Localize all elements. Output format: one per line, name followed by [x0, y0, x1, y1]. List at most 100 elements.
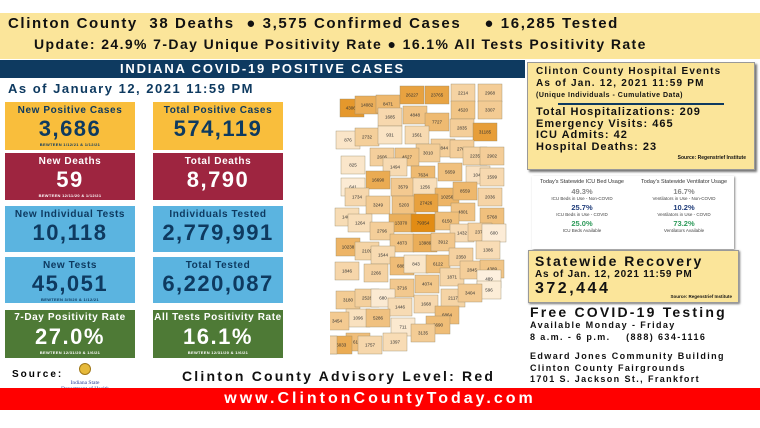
county-case-count: 6150	[442, 219, 453, 224]
county-case-count: 1096	[353, 316, 364, 321]
banner-line-1: Clinton County 38 Deaths ● 3,575 Confirm…	[8, 15, 619, 32]
county: 1397	[382, 332, 408, 352]
county-case-count: 31185	[479, 130, 492, 135]
county-case-count: 3454	[332, 319, 343, 324]
tile-title: New Tests	[42, 260, 98, 271]
county-case-count: 3716	[397, 286, 408, 291]
stat-tile: New Tests 45,051 BEWTEEN 3/5/20 & 1/12/21	[5, 257, 135, 303]
tile-date-range: BEWTEEN 3/5/20 & 1/12/21	[41, 297, 99, 302]
county-case-count: 876	[344, 138, 352, 143]
county-case-count: 2350	[456, 255, 467, 260]
county-case-count: 1446	[395, 305, 406, 310]
county-case-count: 7727	[432, 120, 443, 125]
county-case-count: 1397	[390, 340, 401, 345]
tile-date-range: BEWTEEN 12/31/20 & 1/6/21	[187, 350, 249, 355]
stat-tile: New Positive Cases 3,686 BEWTEEN 1/12/21 &…	[5, 102, 135, 150]
county-case-count: 2235	[470, 154, 481, 159]
county-case-count: 5286	[373, 316, 384, 321]
county-shape	[382, 332, 408, 352]
county: 8559	[452, 181, 478, 201]
county-case-count: 1494	[390, 165, 401, 170]
hospital-stat: Hospital Deaths: 23	[536, 140, 658, 153]
recovery-as-of: As of Jan. 12, 2021 11:59 PM	[535, 269, 693, 280]
source-label: Source:	[12, 369, 64, 380]
testing-title: Free COVID-19 Testing	[530, 304, 727, 320]
county-case-count: 3010	[423, 151, 434, 156]
county: 23765	[424, 85, 450, 105]
county-case-count: 3135	[418, 331, 429, 336]
tile-value: 574,119	[173, 116, 263, 141]
hospital-title: Clinton County Hospital Events	[536, 66, 722, 77]
tile-date-range: BEWTEEN 12/11/20 & 1/12/21	[38, 193, 102, 198]
county: 1734	[344, 187, 370, 207]
county-case-count: 4848	[410, 113, 421, 118]
tile-value: 8,790	[186, 167, 250, 192]
county-case-count: 2606	[377, 155, 388, 160]
county: 3249	[365, 195, 391, 215]
county: 27426	[413, 193, 439, 213]
county-case-count: 6122	[433, 262, 444, 267]
county: 3454	[330, 311, 350, 331]
testing-location: Edward Jones Community Building	[530, 351, 725, 361]
stat-tile: All Tests Positivity Rate 16.1% BEWTEEN 12…	[153, 310, 283, 358]
county-case-count: 680	[379, 296, 387, 301]
usage-label: Ventilators in Use - COVID	[657, 212, 711, 217]
county-case-count: 1264	[355, 221, 366, 226]
tile-value: 10,118	[32, 220, 108, 245]
county-case-count: 10238	[342, 245, 355, 250]
county-case-count: 10256	[441, 195, 454, 200]
tile-value: 6,220,087	[162, 271, 274, 296]
county-shape	[477, 100, 503, 120]
county-case-count: 1599	[487, 175, 498, 180]
county: 4520	[450, 100, 476, 120]
recovery-title: Statewide Recovery	[535, 253, 704, 269]
county-case-count: 26227	[406, 93, 419, 98]
county: 1446	[387, 297, 413, 317]
county-case-count: 79354	[417, 221, 430, 226]
county: 3404	[457, 283, 483, 303]
county: 600	[481, 223, 507, 243]
tile-title: Total Tested	[185, 260, 251, 271]
county-case-count: 2796	[377, 229, 388, 234]
county: 26227	[399, 85, 425, 105]
tile-date-range: BEWTEEN 12/31/20 & 1/6/21	[39, 350, 101, 355]
usage-percent: 25.7%	[571, 203, 593, 212]
county-case-count: 14082	[361, 103, 374, 108]
county-case-count: 2117	[448, 296, 458, 301]
top-banner: Clinton County 38 Deaths ● 3,575 Confirm…	[0, 13, 760, 59]
county-shape	[430, 232, 456, 252]
tile-value: 27.0%	[35, 324, 105, 349]
county-shape	[330, 311, 350, 331]
website-link[interactable]: www.ClintonCountyToday.com	[0, 388, 760, 410]
county: 2214	[450, 83, 476, 103]
usage-label: Ventilators Available	[663, 228, 705, 233]
county: 2902	[479, 146, 505, 166]
county-shape	[340, 155, 366, 175]
county-case-count: 1846	[342, 269, 353, 274]
county-case-count: 4074	[422, 282, 433, 287]
county-case-count: 8471	[383, 102, 394, 107]
stat-tile: 7-Day Positivity Rate 27.0% BEWTEEN 12/31/…	[5, 310, 135, 358]
county-shape	[369, 221, 395, 241]
usage-title: Today's Statewide ICU Bed Usage	[540, 179, 624, 185]
usage-percent: 10.2%	[673, 203, 695, 212]
usage-percent: 25.0%	[571, 219, 593, 228]
county-case-count: 931	[386, 133, 394, 138]
county-case-count: 13370	[395, 221, 408, 226]
county-case-count: 5203	[399, 203, 410, 208]
county: 3010	[415, 143, 441, 163]
county-case-count: 43065	[346, 106, 359, 111]
county: 1668	[413, 294, 439, 314]
county: 2968	[477, 83, 503, 103]
county-shape	[413, 294, 439, 314]
county-case-count: 3404	[465, 291, 476, 296]
as-of-date: As of January 12, 2021 11:59 PM	[8, 81, 254, 96]
county-case-count: 2109	[362, 249, 373, 254]
county: 1599	[479, 167, 505, 187]
county-case-count: 2266	[371, 271, 382, 276]
county: 1264	[347, 213, 373, 233]
county-case-count: 4520	[458, 108, 469, 113]
usage-title: Today's Statewide Ventilator Usage	[640, 179, 728, 185]
county: 5659	[437, 162, 463, 182]
county-shape	[387, 297, 413, 317]
